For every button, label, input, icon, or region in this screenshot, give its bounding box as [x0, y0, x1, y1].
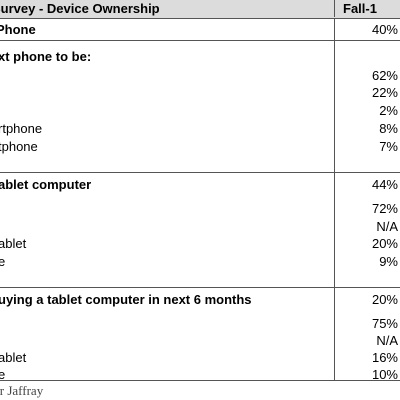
table-row: tphone 7%	[0, 138, 400, 155]
row-value: 44%	[371, 177, 398, 192]
row-label: Phone	[0, 22, 36, 37]
row-value: 20%	[371, 292, 398, 307]
table-row: 75%	[0, 315, 400, 332]
table-row: 22%	[0, 84, 400, 101]
section-divider	[0, 40, 400, 41]
table-row: xt phone to be:	[0, 48, 400, 65]
row-value: N/A	[376, 219, 398, 234]
table-row: ablet 20%	[0, 235, 400, 252]
row-value: 16%	[371, 350, 398, 365]
row-label: e	[0, 254, 6, 269]
column-divider	[334, 18, 335, 380]
table-row: ablet 16%	[0, 349, 400, 366]
row-value: 22%	[371, 85, 398, 100]
row-value: 75%	[371, 316, 398, 331]
table-row: Phone 40%	[0, 21, 400, 38]
row-value: 2%	[379, 103, 398, 118]
table-row: ablet computer 44%	[0, 176, 400, 193]
row-label: ablet	[0, 350, 27, 365]
table-row: e 10%	[0, 366, 400, 383]
section-divider	[0, 172, 400, 173]
row-label: rtphone	[0, 121, 43, 136]
row-label: xt phone to be:	[0, 49, 92, 64]
row-value: 7%	[379, 139, 398, 154]
period-header: Fall-1	[334, 0, 377, 17]
table-row: 72%	[0, 200, 400, 217]
row-value: 10%	[371, 367, 398, 382]
survey-table: Survey - Device Ownership Fall-1 Phone 4…	[0, 0, 400, 383]
row-label: ablet	[0, 236, 27, 251]
table-header: Survey - Device Ownership Fall-1	[0, 0, 400, 19]
table-row: rtphone 8%	[0, 120, 400, 137]
row-value: 40%	[371, 22, 398, 37]
source-note: er Jaffray	[0, 383, 44, 398]
table-bottom-border	[0, 380, 400, 381]
table-row: 62%	[0, 67, 400, 84]
row-label: tphone	[0, 139, 38, 154]
table-row: 2%	[0, 102, 400, 119]
table-row: N/A	[0, 332, 400, 349]
table-row: e 9%	[0, 253, 400, 270]
table-row: N/A	[0, 218, 400, 235]
row-value: N/A	[376, 333, 398, 348]
row-label: uying a tablet computer in next 6 months	[0, 292, 252, 307]
row-value: 9%	[379, 254, 398, 269]
row-label: ablet computer	[0, 177, 92, 192]
row-label: e	[0, 367, 6, 382]
row-value: 8%	[379, 121, 398, 136]
row-value: 62%	[371, 68, 398, 83]
row-value: 72%	[371, 201, 398, 216]
table-title: Survey - Device Ownership	[0, 1, 160, 16]
table-row: uying a tablet computer in next 6 months…	[0, 291, 400, 308]
row-value: 20%	[371, 236, 398, 251]
section-divider	[0, 287, 400, 288]
